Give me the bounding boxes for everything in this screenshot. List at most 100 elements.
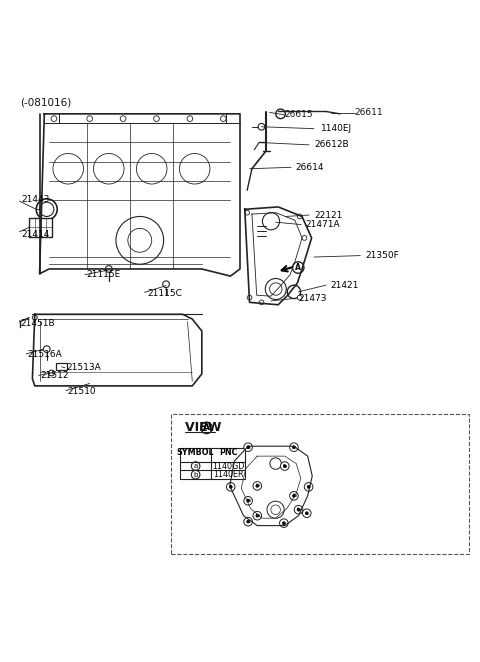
Circle shape — [263, 213, 280, 230]
Text: 26611: 26611 — [355, 109, 383, 117]
Circle shape — [270, 458, 281, 469]
Text: b: b — [246, 498, 250, 503]
Text: A: A — [295, 263, 301, 272]
Circle shape — [265, 279, 286, 299]
Circle shape — [116, 216, 164, 264]
Text: 21451B: 21451B — [21, 319, 55, 328]
Bar — [180, 448, 245, 479]
Circle shape — [302, 509, 311, 518]
Bar — [29, 218, 52, 236]
Circle shape — [294, 505, 303, 514]
Circle shape — [292, 446, 295, 449]
Circle shape — [289, 492, 298, 500]
Circle shape — [247, 295, 252, 300]
Bar — [56, 363, 67, 370]
Circle shape — [48, 370, 54, 376]
Circle shape — [253, 482, 262, 490]
Circle shape — [247, 499, 250, 502]
Circle shape — [39, 202, 54, 216]
Circle shape — [36, 199, 57, 220]
Circle shape — [270, 283, 282, 295]
Circle shape — [43, 346, 50, 352]
Text: 21115C: 21115C — [147, 289, 182, 299]
Circle shape — [280, 462, 289, 470]
Circle shape — [192, 462, 200, 470]
Circle shape — [297, 295, 302, 300]
Text: VIEW: VIEW — [185, 421, 226, 434]
Circle shape — [289, 443, 298, 451]
Circle shape — [33, 315, 37, 320]
Circle shape — [244, 517, 252, 526]
Circle shape — [192, 470, 200, 479]
Circle shape — [292, 261, 304, 273]
Circle shape — [120, 116, 126, 122]
Text: 1140ER: 1140ER — [213, 470, 243, 479]
Text: A: A — [203, 424, 210, 432]
Text: a: a — [246, 445, 250, 449]
Text: PNC: PNC — [219, 448, 237, 457]
Circle shape — [276, 109, 285, 118]
Text: 21414: 21414 — [22, 230, 50, 239]
Text: 21421: 21421 — [331, 281, 359, 290]
Text: 21512: 21512 — [40, 371, 69, 380]
Text: 26614: 26614 — [296, 163, 324, 172]
Text: 21516A: 21516A — [28, 350, 62, 359]
Text: 26615: 26615 — [284, 111, 313, 119]
Circle shape — [305, 512, 308, 514]
Text: 21350F: 21350F — [365, 251, 399, 260]
Text: 1140GD: 1140GD — [212, 461, 244, 471]
Circle shape — [220, 116, 226, 122]
Circle shape — [180, 154, 210, 184]
Circle shape — [247, 520, 250, 523]
Text: a: a — [282, 520, 286, 526]
Circle shape — [259, 300, 264, 305]
Text: b: b — [297, 507, 300, 512]
Circle shape — [287, 285, 300, 299]
Text: a: a — [246, 519, 250, 524]
Circle shape — [53, 154, 84, 184]
Circle shape — [283, 465, 286, 467]
Text: b: b — [255, 513, 259, 518]
Text: (-081016): (-081016) — [21, 98, 72, 108]
Text: a: a — [193, 463, 198, 469]
Text: a: a — [307, 485, 311, 489]
Circle shape — [258, 123, 265, 130]
Circle shape — [87, 116, 93, 122]
Circle shape — [229, 485, 232, 489]
Circle shape — [128, 228, 152, 252]
Text: 21115E: 21115E — [86, 270, 120, 279]
Circle shape — [297, 214, 302, 219]
Circle shape — [227, 483, 235, 491]
Circle shape — [302, 236, 307, 240]
Circle shape — [267, 501, 284, 518]
Text: b: b — [193, 471, 198, 478]
Text: 21471A: 21471A — [306, 220, 340, 229]
Text: SYMBOL: SYMBOL — [177, 448, 215, 457]
Circle shape — [307, 485, 310, 489]
Circle shape — [253, 511, 262, 520]
FancyBboxPatch shape — [171, 414, 469, 554]
Text: a: a — [305, 510, 309, 516]
Text: 1140EJ: 1140EJ — [321, 124, 352, 133]
Text: b: b — [292, 493, 296, 498]
Text: 21443: 21443 — [22, 195, 50, 205]
Circle shape — [256, 514, 259, 517]
Circle shape — [292, 495, 295, 497]
Circle shape — [271, 505, 280, 514]
Circle shape — [282, 522, 285, 524]
Text: a: a — [292, 445, 296, 449]
Circle shape — [244, 496, 252, 505]
Text: 22121: 22121 — [314, 211, 342, 220]
Text: 21473: 21473 — [298, 294, 327, 303]
Circle shape — [201, 422, 212, 434]
Text: a: a — [229, 485, 233, 489]
Circle shape — [256, 485, 259, 487]
Text: 26612B: 26612B — [314, 140, 348, 150]
Circle shape — [244, 443, 252, 451]
Circle shape — [163, 281, 169, 287]
Circle shape — [51, 116, 57, 122]
Text: b: b — [283, 463, 287, 469]
Circle shape — [279, 519, 288, 528]
Circle shape — [247, 446, 250, 449]
Circle shape — [106, 265, 112, 272]
